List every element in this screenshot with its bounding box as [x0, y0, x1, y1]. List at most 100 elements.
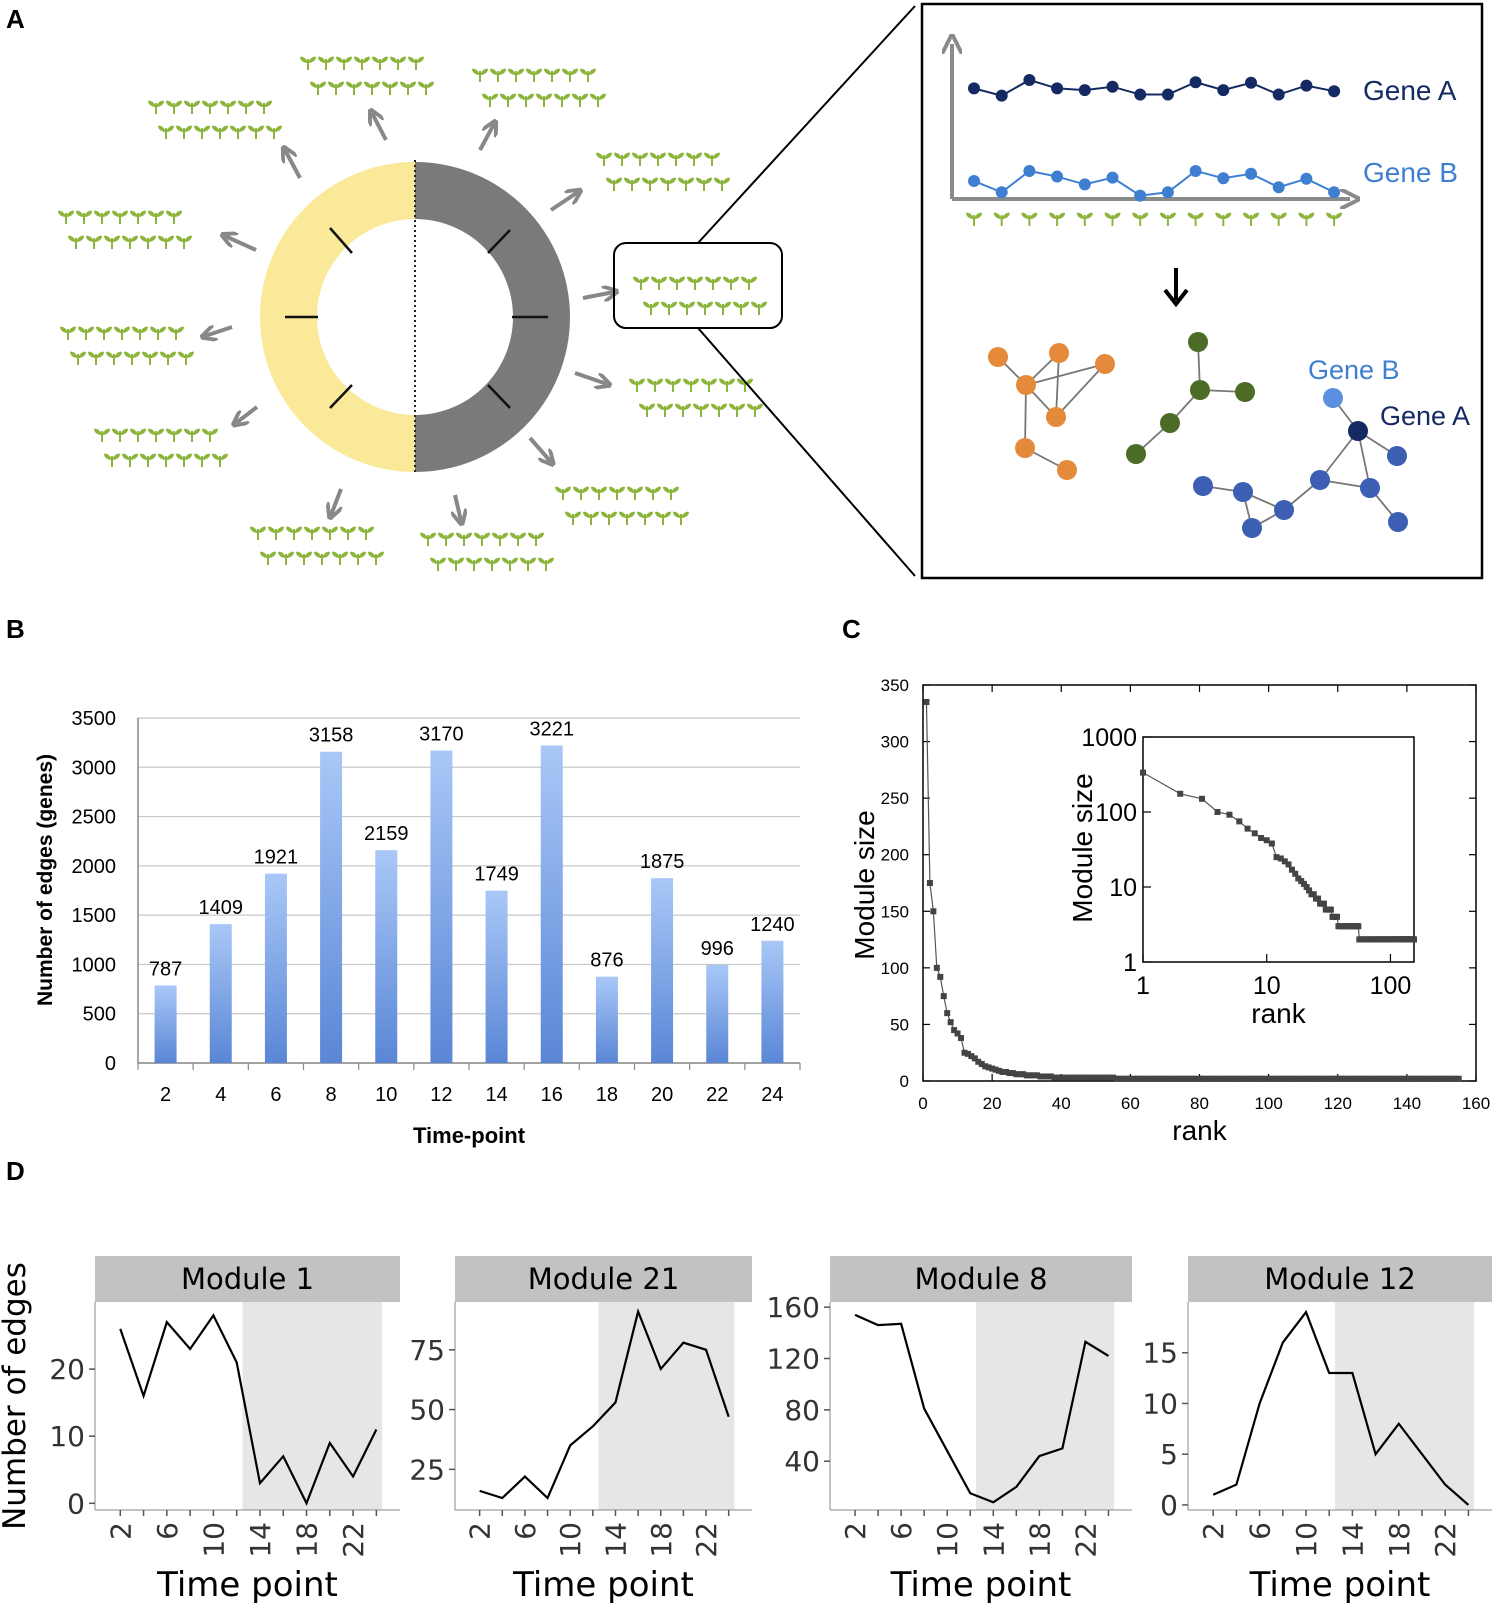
seedling-icon: [175, 124, 193, 140]
panel-a: Gene A Gene B Gene B Gene A: [57, 2, 1484, 580]
seedling-icon: [672, 510, 690, 526]
bar-data-label: 1921: [254, 847, 299, 869]
seedling-icon: [668, 275, 686, 291]
seedling-icon: [579, 67, 597, 83]
network-node: [1095, 354, 1115, 374]
gene-a-profile-label: Gene A: [1363, 75, 1457, 106]
inset-y-tick-label: 10: [1109, 874, 1137, 902]
network-node: [1049, 343, 1069, 363]
data-point: [1362, 1075, 1369, 1082]
data-point: [1051, 1074, 1058, 1081]
orange-module: [988, 343, 1115, 480]
edge-count-line: [854, 1313, 1110, 1504]
module-panel: Module 12 0 5 10 15 2 6 10 14 18 22 Time point: [1142, 1256, 1492, 1605]
seedling-icon: [327, 80, 345, 96]
zoom-line-bottom: [697, 327, 916, 577]
seedling-icon: [113, 325, 131, 341]
seedling-icon: [632, 275, 650, 291]
bar: [761, 940, 784, 1063]
data-point: [1044, 1073, 1051, 1080]
data-point: [975, 1058, 982, 1065]
seedling-group: [595, 151, 731, 192]
seedling-icon: [121, 234, 139, 250]
data-point: [1407, 1075, 1414, 1082]
network-node: [1160, 413, 1180, 433]
inset-data-point: [1277, 855, 1284, 862]
y-axis-label: Module size: [849, 810, 880, 959]
seedling-icon: [67, 234, 85, 250]
bar-data-label: 1749: [474, 864, 519, 886]
y-tick-label: 1500: [72, 905, 117, 927]
seedling-icon: [367, 550, 385, 566]
x-tick-label: 10: [375, 1084, 397, 1106]
inset-data-point: [1281, 858, 1288, 865]
data-point: [985, 1064, 992, 1071]
seedling-icon: [682, 377, 700, 393]
seedling-icon: [111, 209, 129, 225]
bar-data-label: 1240: [750, 914, 795, 936]
inset-x-tick-label: 1: [1136, 972, 1150, 1000]
data-point: [1220, 1075, 1227, 1082]
x-tick-label: 2: [160, 1084, 171, 1106]
seedling-icon: [686, 275, 704, 291]
y-tick-label: 150: [881, 902, 909, 921]
seedling-icon: [600, 510, 618, 526]
y-tick-label: 15: [1142, 1337, 1178, 1370]
data-point: [1258, 1075, 1265, 1082]
seedling-icon: [638, 402, 656, 418]
facet-strip: [1188, 1256, 1492, 1302]
network-node: [1046, 407, 1066, 427]
data-point: [1092, 1074, 1099, 1081]
seedling-icon: [649, 151, 667, 167]
y-tick-label: 0: [1160, 1489, 1178, 1522]
data-point: [1072, 1074, 1079, 1081]
x-tick-label: 14: [485, 1084, 507, 1106]
gene-a-profile-point: [1106, 80, 1119, 93]
data-point: [1282, 1075, 1289, 1082]
bar: [264, 873, 287, 1063]
seedling-icon: [527, 531, 545, 547]
bar: [595, 976, 618, 1063]
seedling-icon: [303, 525, 321, 541]
data-point: [1241, 1075, 1248, 1082]
seedling-icon: [139, 234, 157, 250]
seedling-group: [57, 209, 193, 250]
seedling-icon: [525, 67, 543, 83]
data-point: [1255, 1075, 1262, 1082]
data-point: [1310, 1075, 1317, 1082]
seedling-icon: [489, 67, 507, 83]
network-node: [1057, 460, 1077, 480]
inset-data-point: [1226, 811, 1233, 818]
x-tick-label: 10: [197, 1522, 230, 1558]
inset-data-point: [1244, 825, 1251, 832]
x-tick-label: 100: [1254, 1094, 1282, 1113]
data-point: [1296, 1075, 1303, 1082]
blue-module: [1193, 388, 1408, 538]
seedling-icon: [103, 234, 121, 250]
data-point: [1103, 1074, 1110, 1081]
data-point: [1137, 1075, 1144, 1082]
data-point: [968, 1053, 975, 1060]
seedling-icon: [331, 550, 349, 566]
data-point: [1040, 1073, 1047, 1080]
data-point: [951, 1027, 958, 1034]
y-tick-label: 2000: [72, 856, 117, 878]
y-tick-label: 5: [1160, 1438, 1178, 1471]
y-tick-label: 50: [409, 1394, 445, 1427]
gene-b-profile-label: Gene B: [1363, 157, 1458, 188]
seedling-icon: [718, 377, 736, 393]
x-axis-label: Time-point: [413, 1123, 526, 1148]
data-point: [1231, 1075, 1238, 1082]
ring-tick: [487, 229, 511, 254]
seedling-icon: [713, 176, 731, 192]
x-tick-label: 20: [983, 1094, 1002, 1113]
seedling-icon: [353, 55, 371, 71]
data-point: [1224, 1075, 1231, 1082]
gene-b-profile-point: [1106, 171, 1119, 184]
data-point: [933, 964, 940, 971]
seedling-icon: [193, 452, 211, 468]
gene-b-profile-point: [1078, 178, 1091, 191]
x-axis-label: Time point: [1249, 1565, 1431, 1605]
inset-data-point: [1355, 923, 1362, 930]
data-point: [1027, 1072, 1034, 1079]
